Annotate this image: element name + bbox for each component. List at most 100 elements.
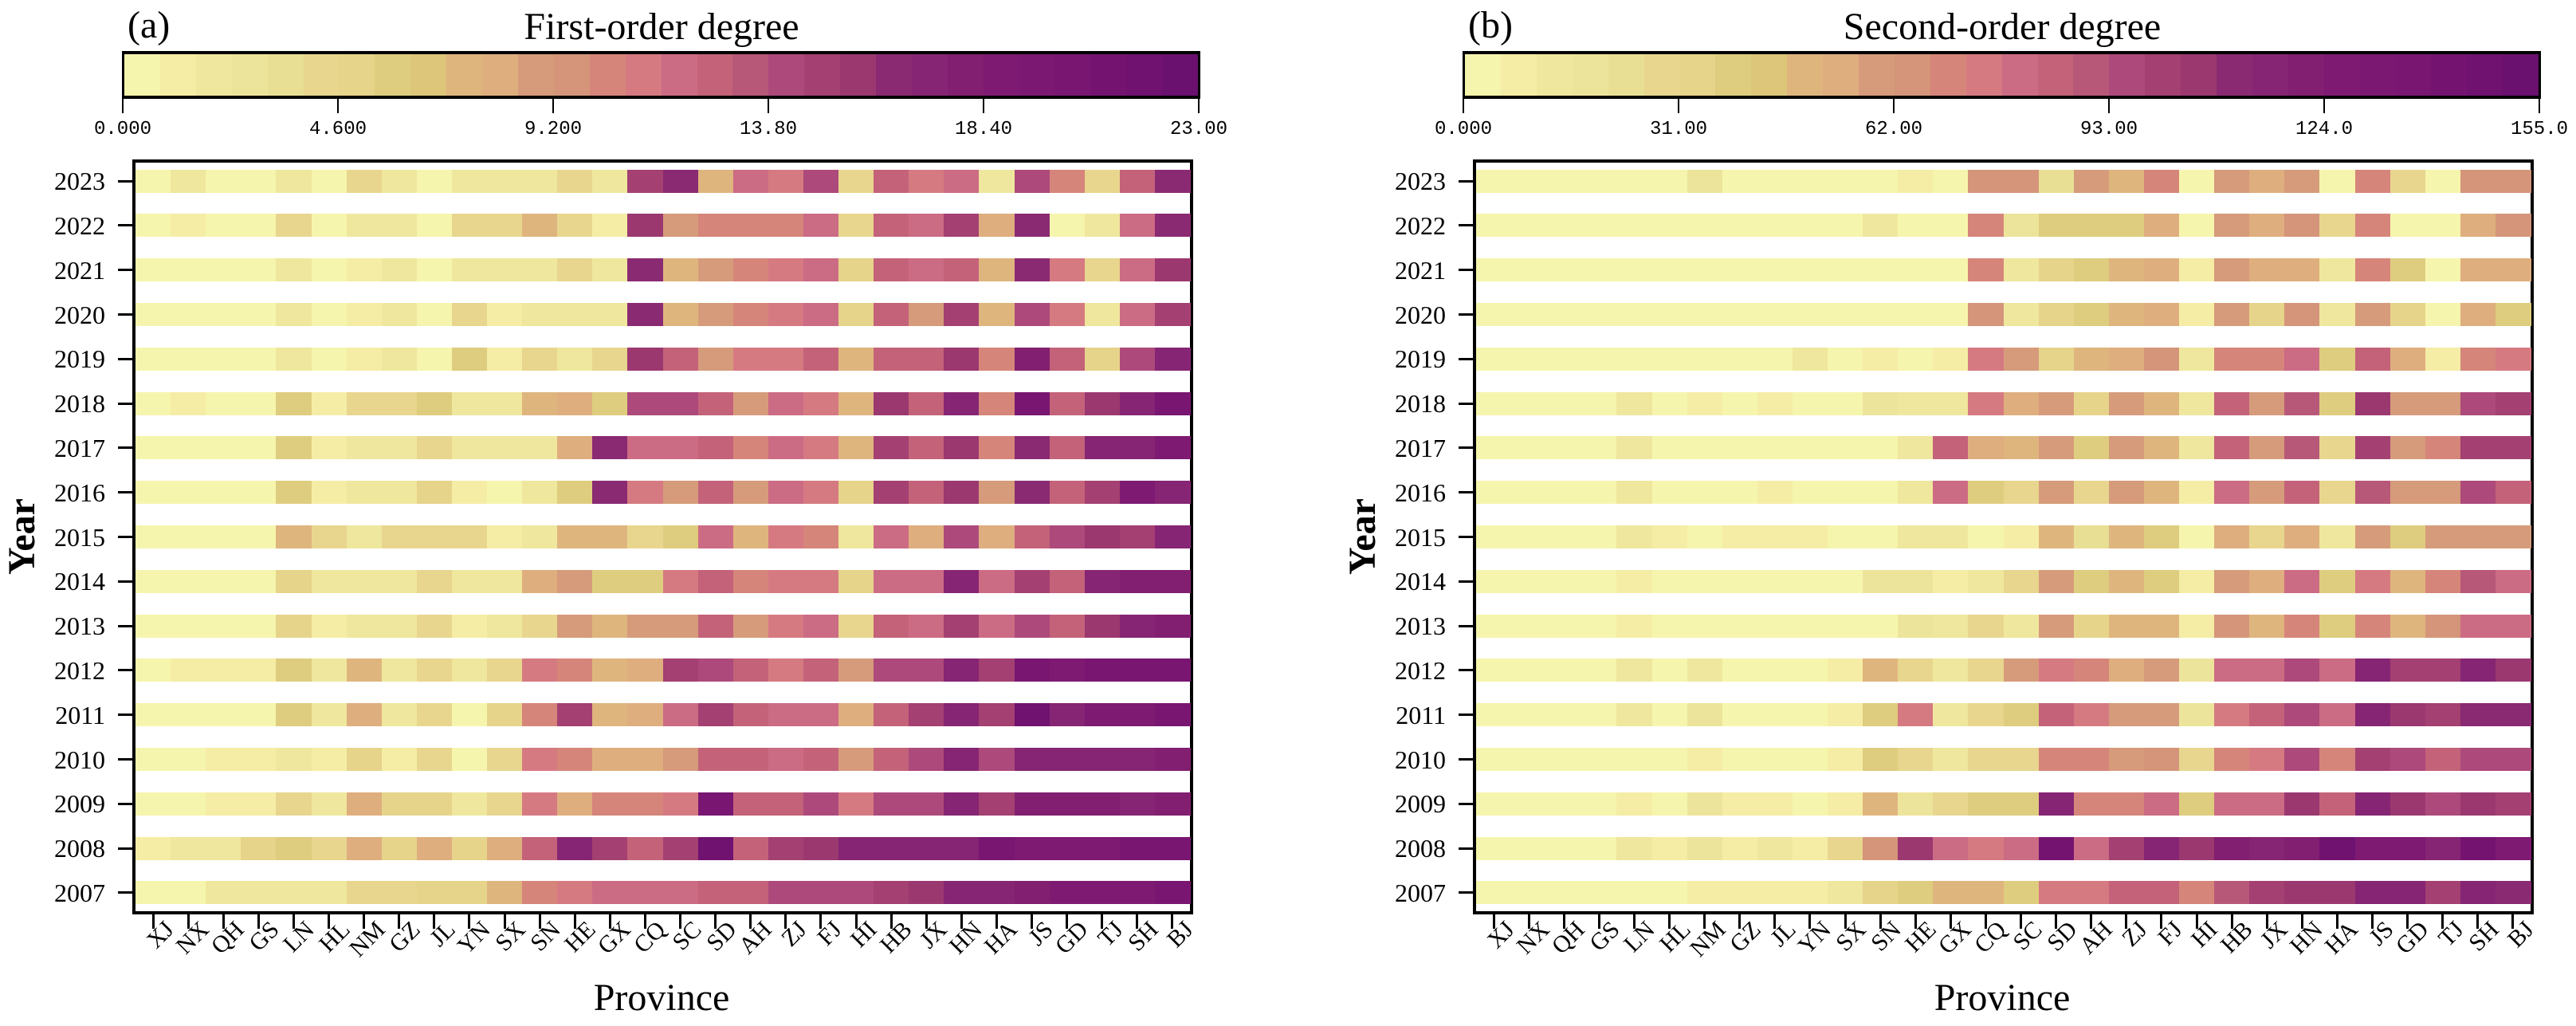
heatmap-cell xyxy=(2389,525,2426,548)
heatmap-cell xyxy=(1546,703,1582,727)
heatmap-cell xyxy=(874,614,909,638)
heatmap-cell xyxy=(1651,214,1688,238)
heatmap-cell xyxy=(1828,436,1863,460)
heatmap-cell xyxy=(276,481,312,505)
colorbar-tick-label: 23.00 xyxy=(1169,119,1227,140)
heatmap-cell xyxy=(2249,481,2285,505)
y-tick-label: 2015 xyxy=(1395,522,1446,552)
y-tick xyxy=(1459,446,1473,450)
heatmap-cell xyxy=(1757,391,1793,415)
heatmap-cell xyxy=(2319,169,2356,193)
heatmap-cell xyxy=(2249,748,2285,771)
heatmap-cell xyxy=(2214,569,2250,593)
heatmap-cell xyxy=(2284,748,2320,771)
heatmap-cell xyxy=(2179,614,2215,638)
heatmap-cell xyxy=(1014,481,1050,505)
heatmap-cell xyxy=(1014,614,1050,638)
heatmap-cell xyxy=(2319,792,2356,816)
heatmap-cell xyxy=(2214,614,2250,638)
heatmap-cell xyxy=(1863,525,1899,548)
heatmap-cell xyxy=(451,614,488,638)
heatmap-cell xyxy=(1546,569,1582,593)
heatmap-cell xyxy=(1581,391,1617,415)
colorbar-bin xyxy=(697,54,733,96)
heatmap-cell xyxy=(627,525,664,548)
heatmap-cell xyxy=(2389,569,2426,593)
y-tick xyxy=(118,446,132,450)
y-tick-label: 2016 xyxy=(54,478,105,507)
heatmap-cell xyxy=(2354,303,2391,326)
heatmap-cell xyxy=(2179,169,2215,193)
colorbar-bin xyxy=(1858,54,1895,96)
heatmap-cell xyxy=(838,258,874,282)
heatmap-cell xyxy=(1616,391,1653,415)
heatmap-cell xyxy=(2425,481,2461,505)
colorbar-bin xyxy=(446,54,483,96)
heatmap-cell xyxy=(1049,347,1086,371)
heatmap-cell xyxy=(2425,347,2461,371)
heatmap-cell xyxy=(1651,347,1688,371)
colorbar-tick-label: 0.000 xyxy=(1434,119,1492,140)
colorbar-bin xyxy=(1715,54,1752,96)
colorbar-bin xyxy=(410,54,447,96)
heatmap-cell xyxy=(311,258,348,282)
heatmap-cell xyxy=(1049,748,1086,771)
heatmap-cell xyxy=(1476,748,1512,771)
y-tick xyxy=(1459,536,1473,538)
colorbar xyxy=(1463,51,2541,99)
heatmap-cell xyxy=(2319,569,2356,593)
heatmap-cell xyxy=(2073,258,2110,282)
y-tick-label: 2010 xyxy=(1395,745,1446,774)
heatmap-cell xyxy=(2354,792,2391,816)
colorbar-bin xyxy=(876,54,912,96)
heatmap-cell xyxy=(2143,258,2180,282)
colorbar-tick-label: 62.00 xyxy=(1864,119,1922,140)
heatmap-cell xyxy=(874,391,909,415)
heatmap-cell xyxy=(1119,792,1156,816)
heatmap-cell xyxy=(1616,614,1653,638)
colorbar-bin xyxy=(947,54,984,96)
heatmap-cell xyxy=(1968,792,2005,816)
heatmap-cell xyxy=(979,347,1015,371)
y-tick xyxy=(118,269,132,272)
heatmap-cell xyxy=(838,169,874,193)
heatmap-cell xyxy=(2108,569,2145,593)
heatmap-cell xyxy=(2003,658,2040,682)
heatmap-cell xyxy=(1476,169,1512,193)
heatmap-cell xyxy=(1968,391,2005,415)
x-tick xyxy=(151,914,155,929)
y-tick-label: 2009 xyxy=(54,789,105,819)
heatmap-cell xyxy=(768,303,804,326)
heatmap-cell xyxy=(1154,436,1191,460)
heatmap-cell xyxy=(2249,258,2285,282)
heatmap-cell xyxy=(2214,258,2250,282)
heatmap-cell xyxy=(2425,169,2461,193)
heatmap-cell xyxy=(2284,703,2320,727)
heatmap-cell xyxy=(241,748,277,771)
y-tick xyxy=(1459,179,1473,183)
heatmap-cell xyxy=(803,436,839,460)
heatmap-cell xyxy=(944,836,980,860)
heatmap-cell xyxy=(2038,436,2075,460)
heatmap-cell xyxy=(2038,703,2075,727)
colorbar-bin xyxy=(2037,54,2074,96)
heatmap-cell xyxy=(346,614,383,638)
heatmap-cell xyxy=(909,391,944,415)
y-tick-label: 2019 xyxy=(54,344,105,374)
heatmap-cell xyxy=(1014,792,1050,816)
colorbar-bin xyxy=(589,54,626,96)
heatmap-cell xyxy=(1049,881,1086,905)
heatmap-cell xyxy=(2108,525,2145,548)
heatmap-cell xyxy=(1933,347,1969,371)
heatmap-cell xyxy=(1476,436,1512,460)
heatmap-cell xyxy=(1968,214,2005,238)
heatmap-cell xyxy=(2073,436,2110,460)
heatmap-cell xyxy=(2354,258,2391,282)
heatmap-cell xyxy=(697,391,734,415)
heatmap-cell xyxy=(697,303,734,326)
heatmap-cell xyxy=(2214,481,2250,505)
y-tick-label: 2020 xyxy=(1395,300,1446,329)
y-tick-label: 2014 xyxy=(54,567,105,596)
heatmap-cell xyxy=(135,614,171,638)
heatmap-cell xyxy=(944,391,980,415)
